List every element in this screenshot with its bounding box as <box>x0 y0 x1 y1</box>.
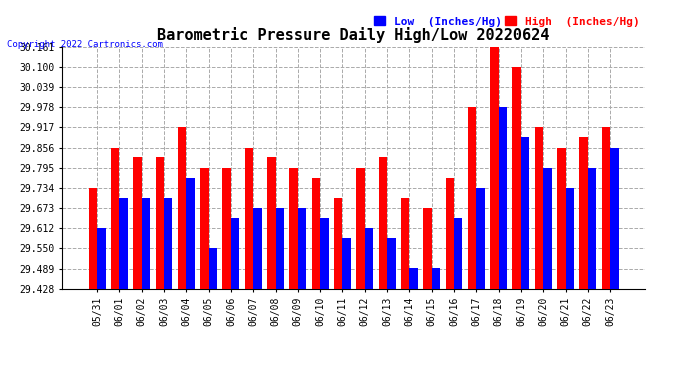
Bar <box>275 208 284 289</box>
Bar <box>387 238 395 289</box>
Bar <box>379 158 387 289</box>
Text: Copyright 2022 Cartronics.com: Copyright 2022 Cartronics.com <box>7 40 163 49</box>
Bar <box>88 188 97 289</box>
Bar <box>334 198 342 289</box>
Bar <box>222 168 231 289</box>
Bar <box>289 168 298 289</box>
Bar <box>178 128 186 289</box>
Bar <box>588 168 596 289</box>
Bar <box>231 218 239 289</box>
Bar <box>111 147 119 289</box>
Bar <box>566 188 574 289</box>
Bar <box>97 228 106 289</box>
Bar <box>535 128 543 289</box>
Bar <box>186 177 195 289</box>
Bar <box>401 198 409 289</box>
Bar <box>602 128 610 289</box>
Bar <box>298 208 306 289</box>
Legend: Low  (Inches/Hg), High  (Inches/Hg): Low (Inches/Hg), High (Inches/Hg) <box>373 16 640 27</box>
Title: Barometric Pressure Daily High/Low 20220624: Barometric Pressure Daily High/Low 20220… <box>157 27 550 43</box>
Bar <box>476 188 485 289</box>
Bar <box>253 208 262 289</box>
Bar <box>208 249 217 289</box>
Bar <box>342 238 351 289</box>
Bar <box>499 107 507 289</box>
Bar <box>513 67 521 289</box>
Bar <box>320 218 328 289</box>
Bar <box>155 158 164 289</box>
Bar <box>446 177 454 289</box>
Bar <box>133 158 141 289</box>
Bar <box>543 168 552 289</box>
Bar <box>164 198 172 289</box>
Bar <box>119 198 128 289</box>
Bar <box>490 47 499 289</box>
Bar <box>454 218 462 289</box>
Bar <box>580 137 588 289</box>
Bar <box>200 168 208 289</box>
Bar <box>409 268 418 289</box>
Bar <box>245 147 253 289</box>
Bar <box>312 177 320 289</box>
Bar <box>365 228 373 289</box>
Bar <box>141 198 150 289</box>
Bar <box>432 268 440 289</box>
Bar <box>557 147 566 289</box>
Bar <box>610 147 619 289</box>
Bar <box>468 107 476 289</box>
Bar <box>423 208 432 289</box>
Bar <box>267 158 275 289</box>
Bar <box>356 168 365 289</box>
Bar <box>521 137 529 289</box>
